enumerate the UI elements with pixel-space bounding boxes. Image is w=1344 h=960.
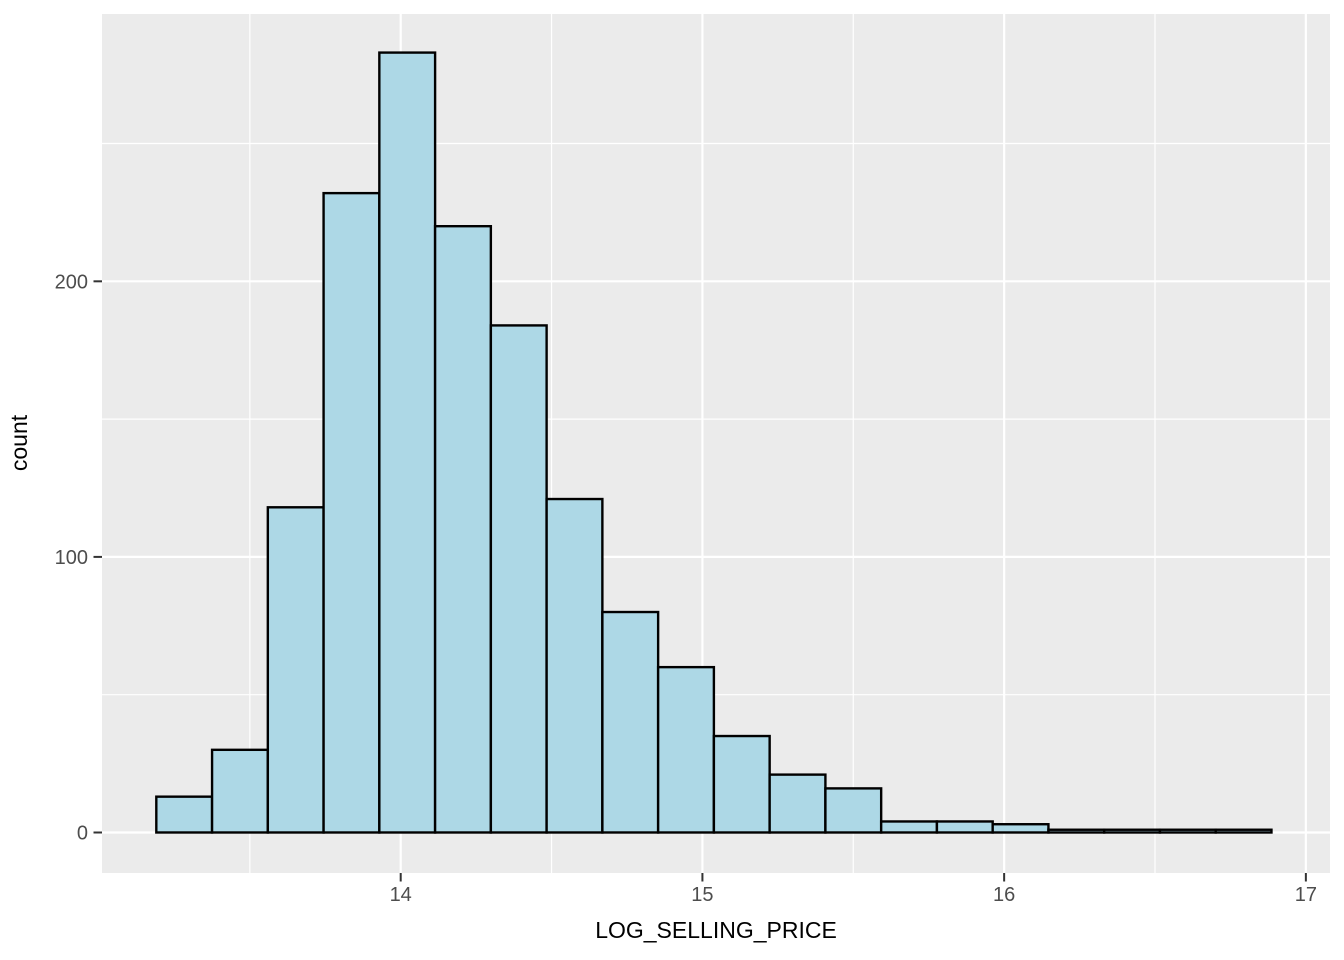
x-tick-label: 15 <box>691 884 713 906</box>
histogram-bar <box>991 823 1050 834</box>
histogram-bar <box>1047 828 1106 834</box>
histogram-bar <box>768 773 827 834</box>
histogram-bar <box>266 506 325 834</box>
x-tick-label: 17 <box>1295 884 1317 906</box>
histogram-bar <box>712 734 771 834</box>
histogram-bar <box>1214 828 1273 834</box>
axis-tick-labels: 14 15 16 17 0 100 200 <box>55 271 1317 906</box>
histogram-bar <box>433 225 493 834</box>
histogram-bar <box>155 795 214 834</box>
histogram-bar <box>879 820 939 834</box>
minor-gridlines <box>102 14 1330 873</box>
histogram-bar <box>824 787 883 834</box>
x-tick-label: 16 <box>993 884 1015 906</box>
histogram-bars <box>155 51 1273 834</box>
histogram-bar <box>935 820 994 834</box>
histogram-bar <box>210 748 270 834</box>
y-tick-label: 100 <box>55 547 88 569</box>
histogram-bar <box>656 665 716 834</box>
histogram-bar <box>489 324 548 834</box>
x-axis-title: LOG_SELLING_PRICE <box>595 917 837 943</box>
histogram-bar <box>1102 828 1162 834</box>
histogram-bar <box>1158 828 1217 834</box>
y-tick-label: 200 <box>55 271 88 293</box>
histogram-bar <box>322 191 381 834</box>
x-tick-label: 14 <box>390 884 412 906</box>
histogram-bar <box>545 497 604 834</box>
y-tick-label: 0 <box>77 822 88 844</box>
histogram-bar <box>601 610 660 834</box>
histogram-bar <box>378 51 437 834</box>
axis-ticks <box>93 280 1307 882</box>
y-axis-title: count <box>6 414 32 471</box>
